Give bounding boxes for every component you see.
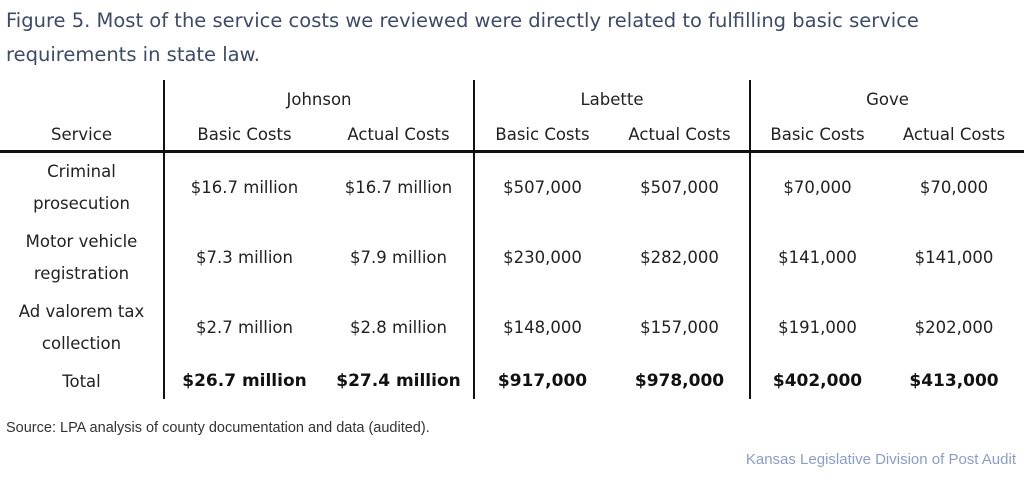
source-note: Source: LPA analysis of county documenta…: [6, 420, 430, 436]
column-header: Basic Costs: [163, 118, 324, 153]
figure-caption: Figure 5. Most of the service costs we r…: [6, 9, 919, 66]
service-header: Service: [0, 118, 164, 153]
cost-cell: $202,000: [914, 318, 994, 337]
empty-header-cell: [0, 80, 164, 118]
cost-cell: $16.7 million: [163, 151, 324, 223]
service-name: Criminal prosecution: [33, 162, 130, 213]
service-name: Ad valorem tax collection: [18, 302, 145, 353]
cost-cell: $70,000: [749, 151, 884, 223]
table-row: Ad valorem tax collection $2.7 million $…: [0, 293, 1024, 363]
total-label: Total: [62, 371, 101, 391]
cost-cell: $157,000: [640, 318, 719, 337]
column-header: Basic Costs: [749, 118, 884, 153]
county-header-johnson: Johnson: [163, 80, 474, 118]
total-cell: $26.7 million: [163, 363, 324, 399]
cost-cell: $507,000: [473, 151, 610, 223]
cost-cell: $70,000: [919, 178, 989, 197]
cost-cell: $16.7 million: [344, 178, 453, 197]
total-cell: $413,000: [909, 371, 999, 391]
column-header-row: Service Basic Costs Actual Costs Basic C…: [0, 118, 1024, 153]
column-header: Actual Costs: [884, 118, 1024, 153]
county-header-row: Johnson Labette Gove: [0, 80, 1024, 118]
service-costs-table: Johnson Labette Gove Service Basic Costs…: [0, 80, 1024, 399]
cost-cell: $507,000: [640, 178, 719, 197]
cost-cell: $141,000: [914, 248, 994, 267]
column-header: Actual Costs: [324, 118, 474, 153]
service-name: Motor vehicle registration: [25, 232, 138, 283]
cost-cell: $2.7 million: [163, 293, 324, 363]
table-row: Criminal prosecution $16.7 million $16.7…: [0, 151, 1024, 223]
cost-cell: $2.8 million: [350, 318, 447, 337]
total-row: Total $26.7 million $27.4 million $917,0…: [0, 363, 1024, 399]
county-header-labette: Labette: [473, 80, 750, 118]
total-cell: $27.4 million: [336, 371, 461, 391]
county-header-gove: Gove: [748, 80, 1024, 118]
total-cell: $402,000: [749, 363, 884, 399]
cost-cell: $191,000: [749, 293, 884, 363]
column-header: Actual Costs: [610, 118, 750, 153]
agency-credit: Kansas Legislative Division of Post Audi…: [745, 451, 1016, 468]
cost-cell: $282,000: [640, 248, 719, 267]
cost-cell: $141,000: [749, 223, 884, 293]
table-row: Motor vehicle registration $7.3 million …: [0, 223, 1024, 293]
cost-cell: $230,000: [473, 223, 610, 293]
total-cell: $917,000: [473, 363, 610, 399]
cost-cell: $7.3 million: [163, 223, 324, 293]
total-cell: $978,000: [634, 371, 725, 391]
cost-cell: $7.9 million: [350, 248, 447, 267]
column-header: Basic Costs: [473, 118, 610, 153]
cost-cell: $148,000: [473, 293, 610, 363]
